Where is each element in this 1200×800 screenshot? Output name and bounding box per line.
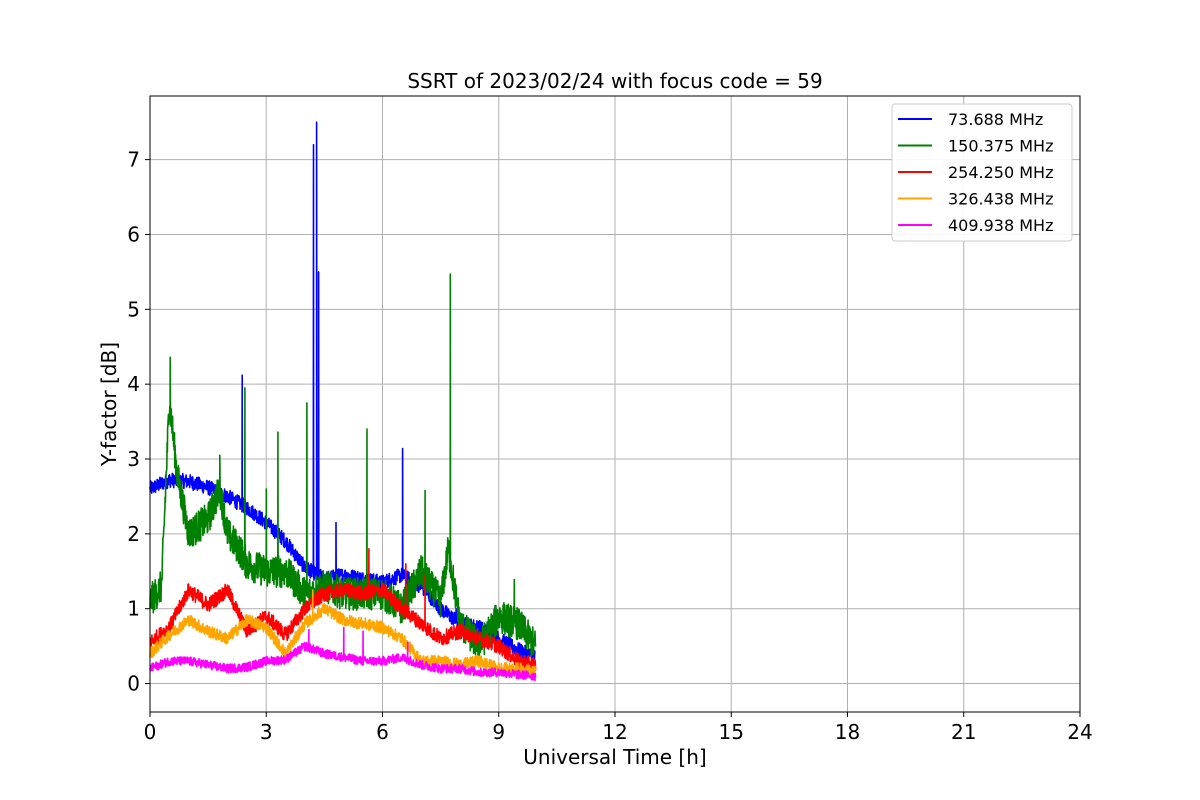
legend-label: 150.375 MHz (948, 137, 1053, 156)
series-layer (149, 121, 537, 682)
y-axis-ticks: 0 1 2 3 4 5 6 7 (127, 148, 150, 696)
x-tick-label: 3 (260, 720, 273, 744)
series-line-1 (149, 273, 537, 661)
x-tick-label: 12 (602, 720, 627, 744)
legend-label: 73.688 MHz (948, 110, 1043, 129)
legend-label: 326.438 MHz (948, 190, 1053, 209)
series-line-3 (149, 589, 537, 678)
legend-label: 409.938 MHz (948, 216, 1053, 235)
legend: 73.688 MHz 150.375 MHz 254.250 MHz 326.438 … (891, 103, 1073, 242)
x-tick-label: 24 (1067, 720, 1092, 744)
y-tick-label: 4 (127, 372, 140, 396)
x-tick-label: 18 (835, 720, 860, 744)
x-axis-ticks: 0 3 6 9 12 15 18 21 24 (144, 712, 1093, 744)
x-tick-label: 9 (492, 720, 505, 744)
x-tick-label: 6 (376, 720, 389, 744)
y-tick-label: 0 (127, 672, 140, 696)
y-tick-label: 2 (127, 522, 140, 546)
legend-label: 254.250 MHz (948, 163, 1053, 182)
x-tick-label: 15 (719, 720, 744, 744)
x-tick-label: 21 (951, 720, 976, 744)
y-tick-label: 5 (127, 297, 140, 321)
y-tick-label: 3 (127, 447, 140, 471)
legend-box (891, 103, 1073, 242)
y-tick-label: 6 (127, 222, 140, 246)
series-line-4 (149, 626, 537, 682)
y-tick-label: 1 (127, 597, 140, 621)
chart-title: SSRT of 2023/02/24 with focus code = 59 (407, 69, 822, 93)
y-axis-label: Y-factor [dB] (97, 342, 121, 467)
y-tick-label: 7 (127, 148, 140, 172)
series-line-2 (149, 548, 537, 673)
x-tick-label: 0 (144, 720, 157, 744)
x-axis-label: Universal Time [h] (523, 745, 706, 769)
